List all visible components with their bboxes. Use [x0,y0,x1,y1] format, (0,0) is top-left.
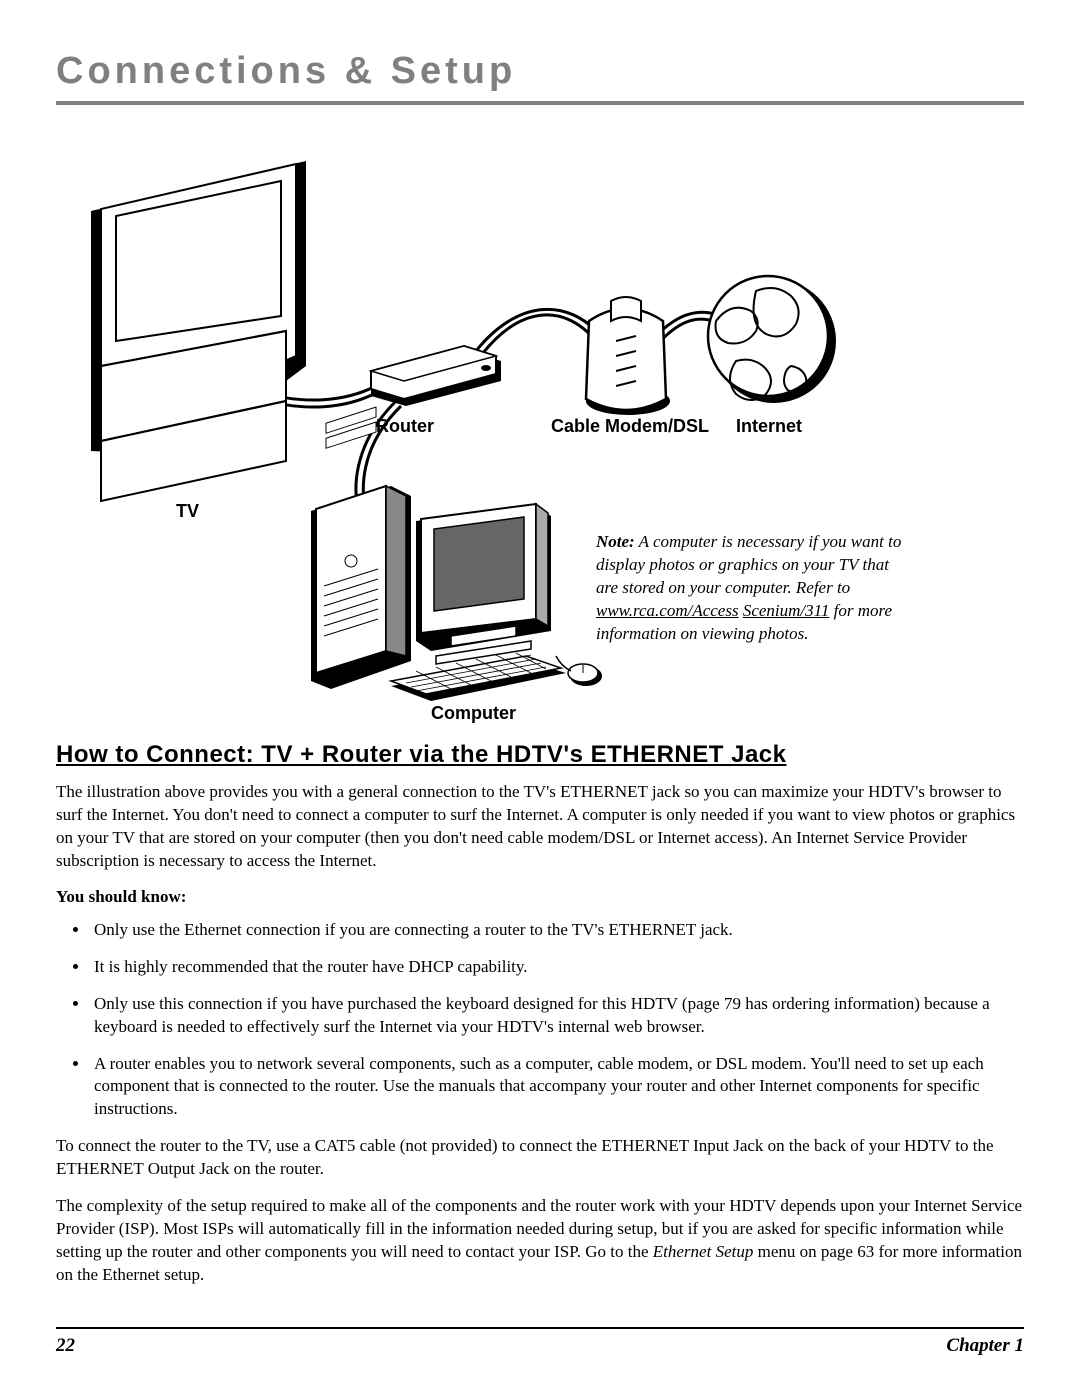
list-item: Only use this connection if you have pur… [90,993,1024,1039]
tv-icon [91,161,306,501]
note-label: Note: [596,532,635,551]
intro-paragraph: The illustration above provides you with… [56,781,1024,873]
chapter-label: Chapter 1 [946,1335,1024,1357]
keyboard-icon [391,653,566,701]
section-heading: How to Connect: TV + Router via the HDTV… [56,741,1024,769]
modem-icon [586,297,670,415]
router-icon [371,346,501,406]
tv-label: TV [176,501,199,522]
note-link-2: Scenium/311 [743,601,830,620]
page-number: 22 [56,1335,75,1357]
mouse-icon [556,656,602,686]
para3-ital: Ethernet Setup [653,1242,754,1261]
internet-icon [708,276,836,403]
list-item: It is highly recommended that the router… [90,956,1024,979]
modem-label: Cable Modem/DSL [551,416,709,437]
para-isp: The complexity of the setup required to … [56,1195,1024,1287]
note-link-1: www.rca.com/Access [596,601,739,620]
para-cat5: To connect the router to the TV, use a C… [56,1135,1024,1181]
note-text-1: A computer is necessary if you want to d… [596,532,901,597]
computer-monitor-icon [416,504,551,664]
diagram-note: Note: A computer is necessary if you wan… [596,531,906,646]
list-item: Only use the Ethernet connection if you … [90,919,1024,942]
computer-label: Computer [431,703,516,724]
page-header-title: Connections & Setup [56,50,1024,105]
bullet-list: Only use the Ethernet connection if you … [90,919,1024,1122]
computer-tower-icon [311,407,411,689]
internet-label: Internet [736,416,802,437]
you-should-know-heading: You should know: [56,887,1024,907]
router-label: Router [376,416,434,437]
list-item: A router enables you to network several … [90,1053,1024,1122]
connection-diagram: TV Router Cable Modem/DSL Internet Compu… [56,141,1024,721]
page-footer: 22 Chapter 1 [56,1327,1024,1357]
